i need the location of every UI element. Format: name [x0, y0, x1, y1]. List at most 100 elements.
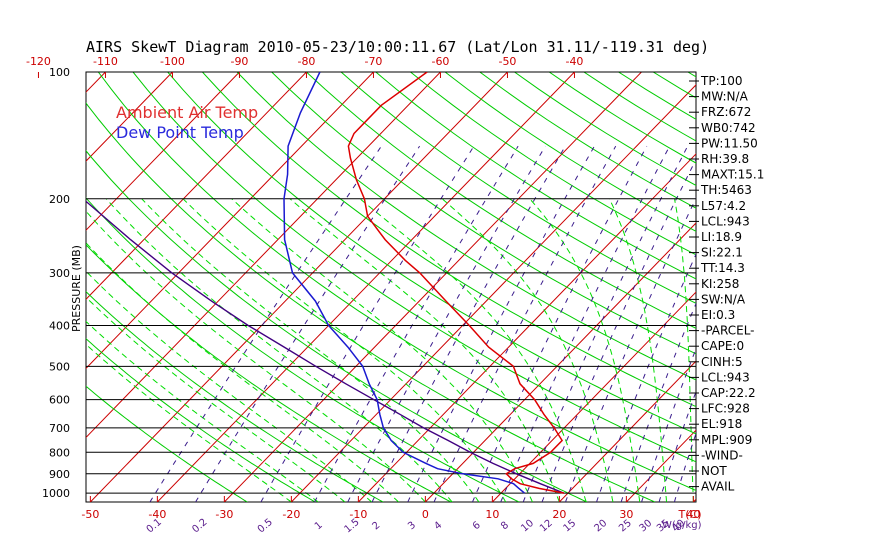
- isotherm-line: [291, 84, 696, 502]
- stat-label: LCL:943: [701, 370, 750, 384]
- moist-adiabat-line: [359, 198, 587, 502]
- mixing-ratio-tick-label: 4: [432, 520, 444, 533]
- mixing-ratio-line: [433, 145, 617, 502]
- isotherm-line: [86, 72, 441, 439]
- stat-label: FRZ:672: [701, 105, 751, 119]
- stat-label: SW:N/A: [701, 292, 746, 306]
- pressure-tick-label: 500: [49, 360, 70, 373]
- legend-label-temperature: Ambient Air Temp: [116, 103, 258, 122]
- stat-label: -PARCEL-: [701, 324, 755, 338]
- pressure-tick-label: 800: [49, 446, 70, 459]
- parcel-curve: [86, 200, 565, 494]
- top-temp-tick-label: -70: [364, 55, 382, 68]
- chart-title: AIRS SkewT Diagram 2010-05-23/10:00:11.6…: [86, 38, 709, 56]
- moist-adiabat-line: [86, 270, 373, 502]
- isotherm-line: [86, 72, 307, 300]
- stat-label: LI:18.9: [701, 230, 742, 244]
- stat-label: KI:258: [701, 277, 739, 291]
- stat-label: -WIND-: [701, 448, 743, 462]
- stat-label: TT:14.3: [700, 261, 745, 275]
- isotherm-line: [90, 72, 508, 502]
- moist-adiabat-line: [86, 296, 346, 502]
- mixing-ratio-line: [347, 145, 546, 502]
- temperature-curve: [347, 72, 565, 494]
- top-temp-tick-label: -90: [230, 55, 248, 68]
- stat-label: AVAIL: [701, 480, 735, 494]
- dewpoint-curve: [283, 72, 525, 494]
- top-temp-tick-label: -60: [431, 55, 449, 68]
- legend: Ambient Air Temp Dew Point Temp: [116, 103, 258, 142]
- mixing-ratio-tick-label: 6: [471, 520, 483, 533]
- moist-adiabat-line: [86, 320, 319, 502]
- isotherm-line: [827, 72, 870, 502]
- mixing-ratio-tick-label: 1: [313, 520, 325, 533]
- top-temp-tick-label: -40: [565, 55, 583, 68]
- moist-adiabat-line: [529, 198, 641, 502]
- dry-adiabat-line: [97, 72, 696, 491]
- dry-adiabat-line: [236, 72, 696, 381]
- bottom-temp-tick-label: -30: [215, 508, 233, 521]
- dry-adiabat-line: [86, 102, 656, 502]
- top-temp-tick-label: -120: [26, 55, 51, 68]
- moist-adiabat-line: [231, 198, 534, 502]
- isotherm-line: [86, 72, 106, 93]
- isobar-lines: [86, 71, 696, 494]
- bottom-temp-tick-label: 10: [485, 508, 499, 521]
- moist-adiabat-line: [608, 198, 668, 502]
- mixing-ratio-tick-label: 0.5: [256, 517, 275, 536]
- pressure-tick-label: 300: [49, 267, 70, 280]
- moist-adiabat-line: [86, 210, 426, 502]
- top-temp-tick-label: -100: [160, 55, 185, 68]
- isotherm-line: [86, 72, 240, 231]
- pressure-tick-label: 1000: [42, 487, 70, 500]
- stat-label: EI:0.3: [701, 308, 735, 322]
- dry-adiabat-line: [202, 72, 696, 408]
- dry-adiabat-line: [86, 150, 588, 502]
- dry-adiabat-line: [479, 72, 696, 209]
- pressure-tick-label: 700: [49, 422, 70, 435]
- bottom-temp-tick-label: -50: [81, 508, 99, 521]
- dry-adiabat-line: [167, 72, 696, 435]
- dry-adiabat-line: [652, 72, 696, 99]
- dry-adiabat-line: [757, 72, 870, 502]
- dry-adiabat-line: [444, 72, 696, 232]
- moist-adiabat-line: [141, 198, 480, 502]
- stat-label: LCL:943: [701, 214, 750, 228]
- stat-label: CINH:5: [701, 355, 743, 369]
- stat-label: MW:N/A: [701, 90, 749, 104]
- stat-label: TP:100: [700, 74, 743, 88]
- mixing-ratio-line: [565, 197, 696, 502]
- mixing-ratio-line: [407, 145, 595, 502]
- mixing-ratio-tick-label: 20: [592, 518, 609, 535]
- dry-adiabat-line: [410, 72, 696, 256]
- dry-adiabat-line: [86, 197, 520, 502]
- stat-label: CAP:22.2: [701, 386, 756, 400]
- top-temp-tick-label: -50: [498, 55, 516, 68]
- isotherm-line: [86, 72, 374, 370]
- stat-label: EL:918: [701, 417, 742, 431]
- pressure-tick-label: 600: [49, 394, 70, 407]
- dry-adiabat-line: [306, 72, 696, 329]
- bottom-axis-unit: T(C): [678, 508, 702, 521]
- pressure-tick-label: 100: [49, 66, 70, 79]
- mixing-ratio-tick-label: 8: [499, 520, 511, 533]
- dry-adiabat-line: [86, 385, 248, 502]
- stat-label: MPL:909: [701, 433, 752, 447]
- mixing-ratio-tick-label: 30: [638, 518, 655, 535]
- stat-label: LFC:928: [701, 402, 750, 416]
- bottom-temp-tick-label: 40: [686, 508, 700, 521]
- mixing-ratio-line: [260, 145, 475, 502]
- bottom-temp-tick-label: -10: [349, 508, 367, 521]
- pressure-tick-label: 900: [49, 468, 70, 481]
- isotherm-line: [0, 72, 38, 502]
- stat-label: CAPE:0: [701, 339, 744, 353]
- moist-adiabat-line: [86, 242, 399, 502]
- top-temp-tick-label: -80: [297, 55, 315, 68]
- bottom-temp-tick-label: -20: [282, 508, 300, 521]
- stat-label: L57:4.2: [701, 199, 746, 213]
- moist-adiabat-line: [86, 343, 292, 502]
- stat-label: RH:39.8: [701, 152, 749, 166]
- mixing-ratio-line: [471, 145, 648, 502]
